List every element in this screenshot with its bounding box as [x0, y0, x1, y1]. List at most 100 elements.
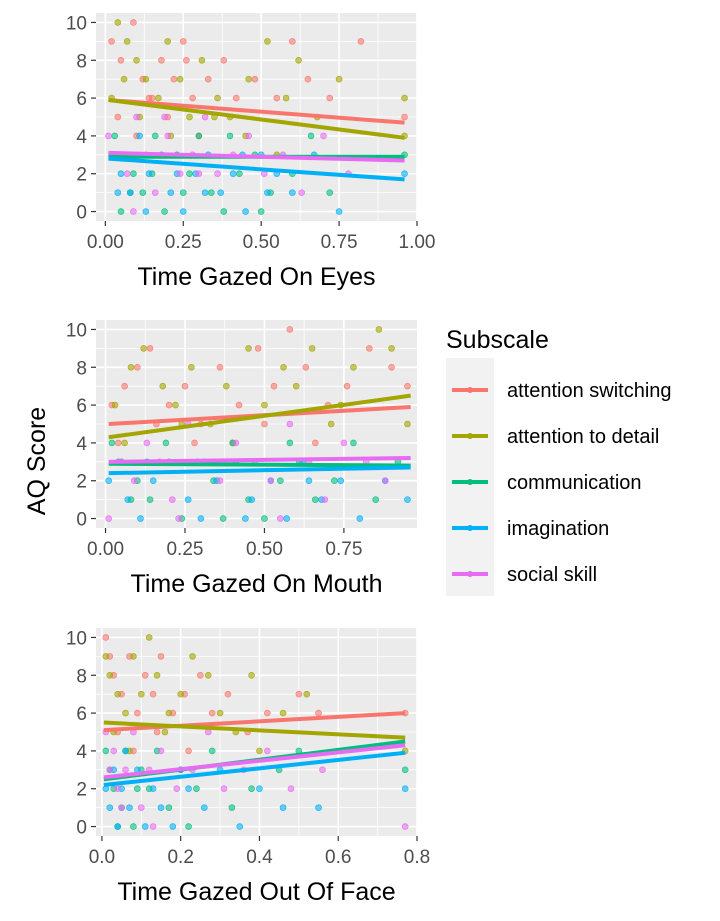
data-point: [153, 671, 161, 679]
y-tick-label: 10: [66, 13, 87, 34]
x-tick-label: 0.00: [87, 232, 124, 253]
data-point: [277, 477, 284, 485]
data-point: [123, 38, 131, 45]
data-point: [139, 189, 147, 196]
data-point: [185, 785, 192, 793]
data-point: [111, 132, 118, 140]
y-tick-label: 2: [76, 472, 87, 493]
data-point: [164, 132, 171, 140]
data-point: [315, 709, 322, 717]
data-point: [219, 515, 227, 522]
legend-item: attention switching: [452, 380, 672, 402]
data-point: [145, 634, 153, 641]
legend-label: communication: [507, 472, 642, 494]
data-point: [204, 671, 212, 679]
data-point: [245, 132, 253, 140]
fit-line: [108, 461, 411, 468]
y-tick-label: 8: [76, 51, 87, 72]
data-point: [188, 363, 195, 371]
data-point: [146, 345, 154, 352]
x-tick-label: 0.50: [246, 539, 283, 560]
y-tick-label: 10: [66, 320, 87, 341]
data-point: [201, 189, 209, 196]
data-point: [204, 728, 212, 736]
data-point: [295, 690, 303, 698]
fit-line: [108, 97, 405, 125]
y-tick-label: 4: [76, 434, 87, 455]
data-point: [191, 439, 198, 447]
data-point: [143, 439, 151, 447]
data-point: [326, 94, 334, 102]
data-point: [242, 515, 249, 522]
data-point: [372, 496, 379, 503]
data-point: [401, 94, 408, 102]
data-point: [133, 113, 140, 121]
data-point: [279, 804, 287, 811]
legend-label: social skill: [507, 564, 597, 586]
data-point: [157, 653, 165, 660]
data-point: [105, 515, 113, 522]
data-point: [208, 709, 216, 717]
y-tick-label: 0: [76, 203, 87, 224]
data-point: [220, 56, 228, 64]
fit-line: [108, 150, 405, 163]
data-point: [130, 19, 137, 26]
legend-keys: attention switching attention to detail co…: [452, 380, 672, 586]
x-tick-label: 0.6: [325, 847, 351, 868]
data-point: [175, 515, 182, 522]
fit-line: [103, 743, 406, 780]
data-point: [248, 785, 255, 793]
data-point: [145, 94, 153, 102]
data-point: [105, 132, 112, 140]
panel-2: 0 2 4 6 8 10 0.00 0.25 0.50 0.75 Time Gazed On Mou…: [66, 320, 417, 598]
legend-key-point: [467, 387, 473, 393]
fit-line: [103, 720, 406, 740]
legend-label: attention switching: [507, 380, 672, 402]
data-point: [108, 38, 115, 45]
data-point: [165, 804, 173, 811]
legend-title: Subscale: [446, 326, 549, 354]
data-point: [151, 189, 159, 196]
data-point: [126, 189, 134, 196]
data-point: [195, 170, 203, 178]
data-point: [228, 804, 236, 811]
data-point: [106, 671, 114, 679]
data-point: [321, 496, 329, 503]
data-point: [146, 496, 154, 503]
data-point: [111, 401, 119, 409]
y-tick-label: 6: [76, 704, 87, 725]
y-tick-label: 10: [66, 628, 87, 649]
data-point: [277, 515, 284, 522]
data-point: [357, 38, 365, 45]
data-point: [114, 19, 122, 26]
data-point: [356, 515, 364, 522]
data-point: [311, 439, 319, 447]
y-tick-label: 8: [76, 666, 87, 687]
data-point: [122, 747, 129, 755]
y-tick-label: 0: [76, 510, 87, 531]
legend-key-point: [467, 525, 473, 531]
data-point: [130, 653, 137, 660]
data-point: [331, 477, 338, 485]
legend-item: attention to detail: [452, 426, 659, 448]
data-point: [267, 477, 275, 485]
data-point: [208, 747, 216, 755]
data-point: [270, 382, 278, 390]
data-point: [204, 75, 212, 83]
data-point: [134, 363, 141, 371]
data-point: [197, 671, 204, 679]
data-point: [149, 823, 157, 830]
data-point: [102, 634, 110, 641]
data-point: [198, 56, 206, 64]
data-point: [134, 785, 141, 793]
data-point: [161, 728, 169, 736]
data-point: [251, 75, 259, 83]
data-point: [214, 94, 221, 102]
data-point: [161, 113, 168, 121]
x-axis-title: Time Gazed Out Of Face: [117, 878, 395, 906]
legend-label: imagination: [507, 518, 609, 540]
data-point: [137, 804, 145, 811]
data-point: [169, 823, 177, 830]
data-point: [236, 170, 243, 178]
data-point: [183, 56, 190, 64]
